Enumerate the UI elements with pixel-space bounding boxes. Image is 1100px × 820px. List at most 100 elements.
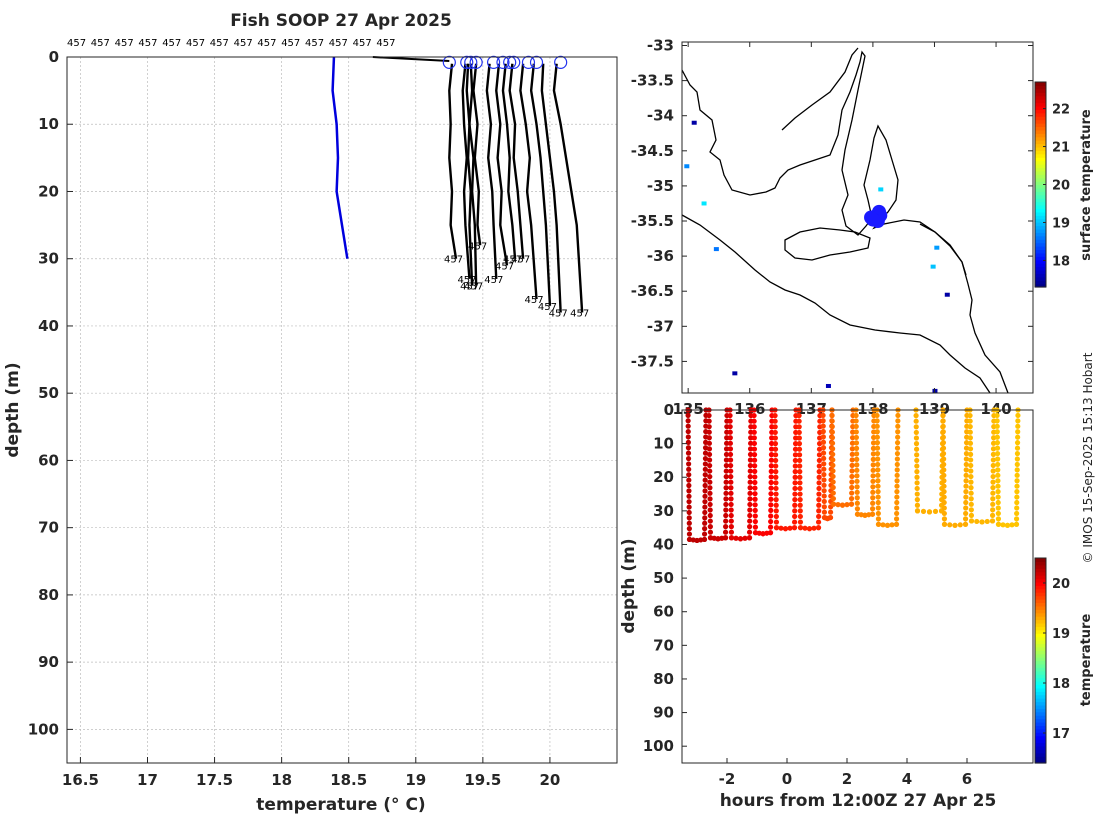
colorbar-segment xyxy=(1035,177,1046,182)
ts-dot xyxy=(1014,505,1020,511)
end-label: 457 xyxy=(538,302,557,313)
ts-dot xyxy=(853,434,859,441)
ts-dot xyxy=(894,494,900,500)
ts-dot xyxy=(706,435,712,441)
ts-dot xyxy=(990,479,996,485)
colorbar-segment xyxy=(1035,280,1046,285)
ts-dot xyxy=(894,478,900,484)
colorbar-segment xyxy=(1035,123,1046,128)
ts-dot xyxy=(895,429,901,435)
colorbar-segment xyxy=(1035,170,1046,175)
ts-dot xyxy=(797,491,803,497)
top-label: 457 xyxy=(67,38,86,49)
ts-dot xyxy=(870,467,876,473)
ts-dot xyxy=(963,494,969,500)
ts-dot xyxy=(707,485,713,491)
colorbar-segment xyxy=(1035,657,1046,662)
ts-dot xyxy=(797,469,803,475)
ts-dot xyxy=(968,490,974,496)
ts-dot xyxy=(728,462,734,469)
colorbar-segment xyxy=(1035,568,1046,573)
ts-dot xyxy=(727,435,733,441)
ts-dot xyxy=(829,440,836,446)
coastline xyxy=(681,47,1009,394)
ts-dot xyxy=(967,446,974,452)
ts-dot xyxy=(870,451,876,457)
colorbar-segment xyxy=(1035,222,1046,227)
map-y-tick-label: -37.5 xyxy=(631,352,674,370)
ts-dot xyxy=(874,412,880,419)
ts-dot xyxy=(728,512,734,519)
colorbar-segment xyxy=(1035,164,1046,169)
ts-dot xyxy=(707,524,713,530)
ts-dot xyxy=(849,440,856,446)
sst-pixel xyxy=(732,371,738,376)
colorbar-segment xyxy=(1035,718,1046,723)
colorbar-segment xyxy=(1035,92,1046,97)
ts-dot xyxy=(768,507,774,513)
ts-dot xyxy=(830,501,837,507)
timeseries-dots xyxy=(685,407,1021,544)
chart-title: Fish SOOP 27 Apr 2025 xyxy=(230,11,452,31)
profile-axes-box xyxy=(66,56,618,764)
ts-dot xyxy=(1014,450,1021,457)
ts-dot xyxy=(733,535,739,541)
ts-dot xyxy=(968,473,974,480)
ts-dot xyxy=(849,451,855,457)
ts-dot xyxy=(768,446,775,452)
colorbar-segment xyxy=(1035,687,1046,692)
ts-dot xyxy=(990,490,996,496)
ts-dot xyxy=(793,429,799,436)
ts-dot xyxy=(685,418,691,424)
ts-dot xyxy=(724,435,730,441)
sst-pixel xyxy=(825,383,831,388)
ts-dot xyxy=(884,522,891,528)
map-x-ticks: 135136137138139140 xyxy=(673,42,1012,418)
ts-dot xyxy=(816,480,822,486)
ts-dot xyxy=(994,412,1000,419)
colorbar-tick-label: 21 xyxy=(1052,141,1070,156)
ts-dot xyxy=(827,514,834,521)
sst-colorbar: 18 19 20 21 22 xyxy=(1034,81,1070,288)
x-tick-label: 17.5 xyxy=(196,771,233,789)
ts-dot xyxy=(811,525,817,531)
ts-dot xyxy=(875,510,881,517)
ts-dot xyxy=(702,477,708,483)
ts-dot xyxy=(854,478,860,484)
ts-dot xyxy=(932,508,939,514)
ts-dot xyxy=(723,507,729,513)
ts-dot xyxy=(773,457,779,464)
ts-dot xyxy=(796,418,802,424)
ts-dot xyxy=(967,424,973,430)
colorbar-segment xyxy=(1035,646,1046,651)
ts-dot xyxy=(685,455,692,462)
colorbar-segment xyxy=(1035,715,1046,720)
ts-dot xyxy=(995,505,1001,511)
ts-y-tick-label: 70 xyxy=(653,636,674,654)
end-label: 457 xyxy=(484,275,503,286)
ts-dot xyxy=(723,446,730,452)
ts-dot xyxy=(990,457,996,463)
colorbar-segment xyxy=(1035,578,1046,583)
ts-dot xyxy=(968,468,974,474)
ts-dot xyxy=(751,418,757,424)
ts-dot xyxy=(746,529,753,535)
ts-dot xyxy=(889,522,895,528)
ts-dot xyxy=(702,466,708,472)
colorbar-segment xyxy=(1035,112,1046,117)
ts-dot xyxy=(787,525,793,531)
y-ticks: 0 10 20 30 40 50 60 70 80 90 100 xyxy=(28,48,73,738)
ts-dot xyxy=(707,507,713,513)
ts-dot xyxy=(994,429,1000,435)
ts-dot xyxy=(990,473,996,480)
colorbar-segment xyxy=(1035,174,1046,179)
colorbar-segment xyxy=(1035,640,1046,645)
ts-dot xyxy=(830,479,836,485)
ts-dot xyxy=(995,461,1001,468)
top-label: 457 xyxy=(305,38,324,49)
ts-dot xyxy=(747,474,753,480)
ts-dot xyxy=(875,499,881,506)
ts-dot xyxy=(853,429,859,435)
ts-dot xyxy=(686,472,692,478)
